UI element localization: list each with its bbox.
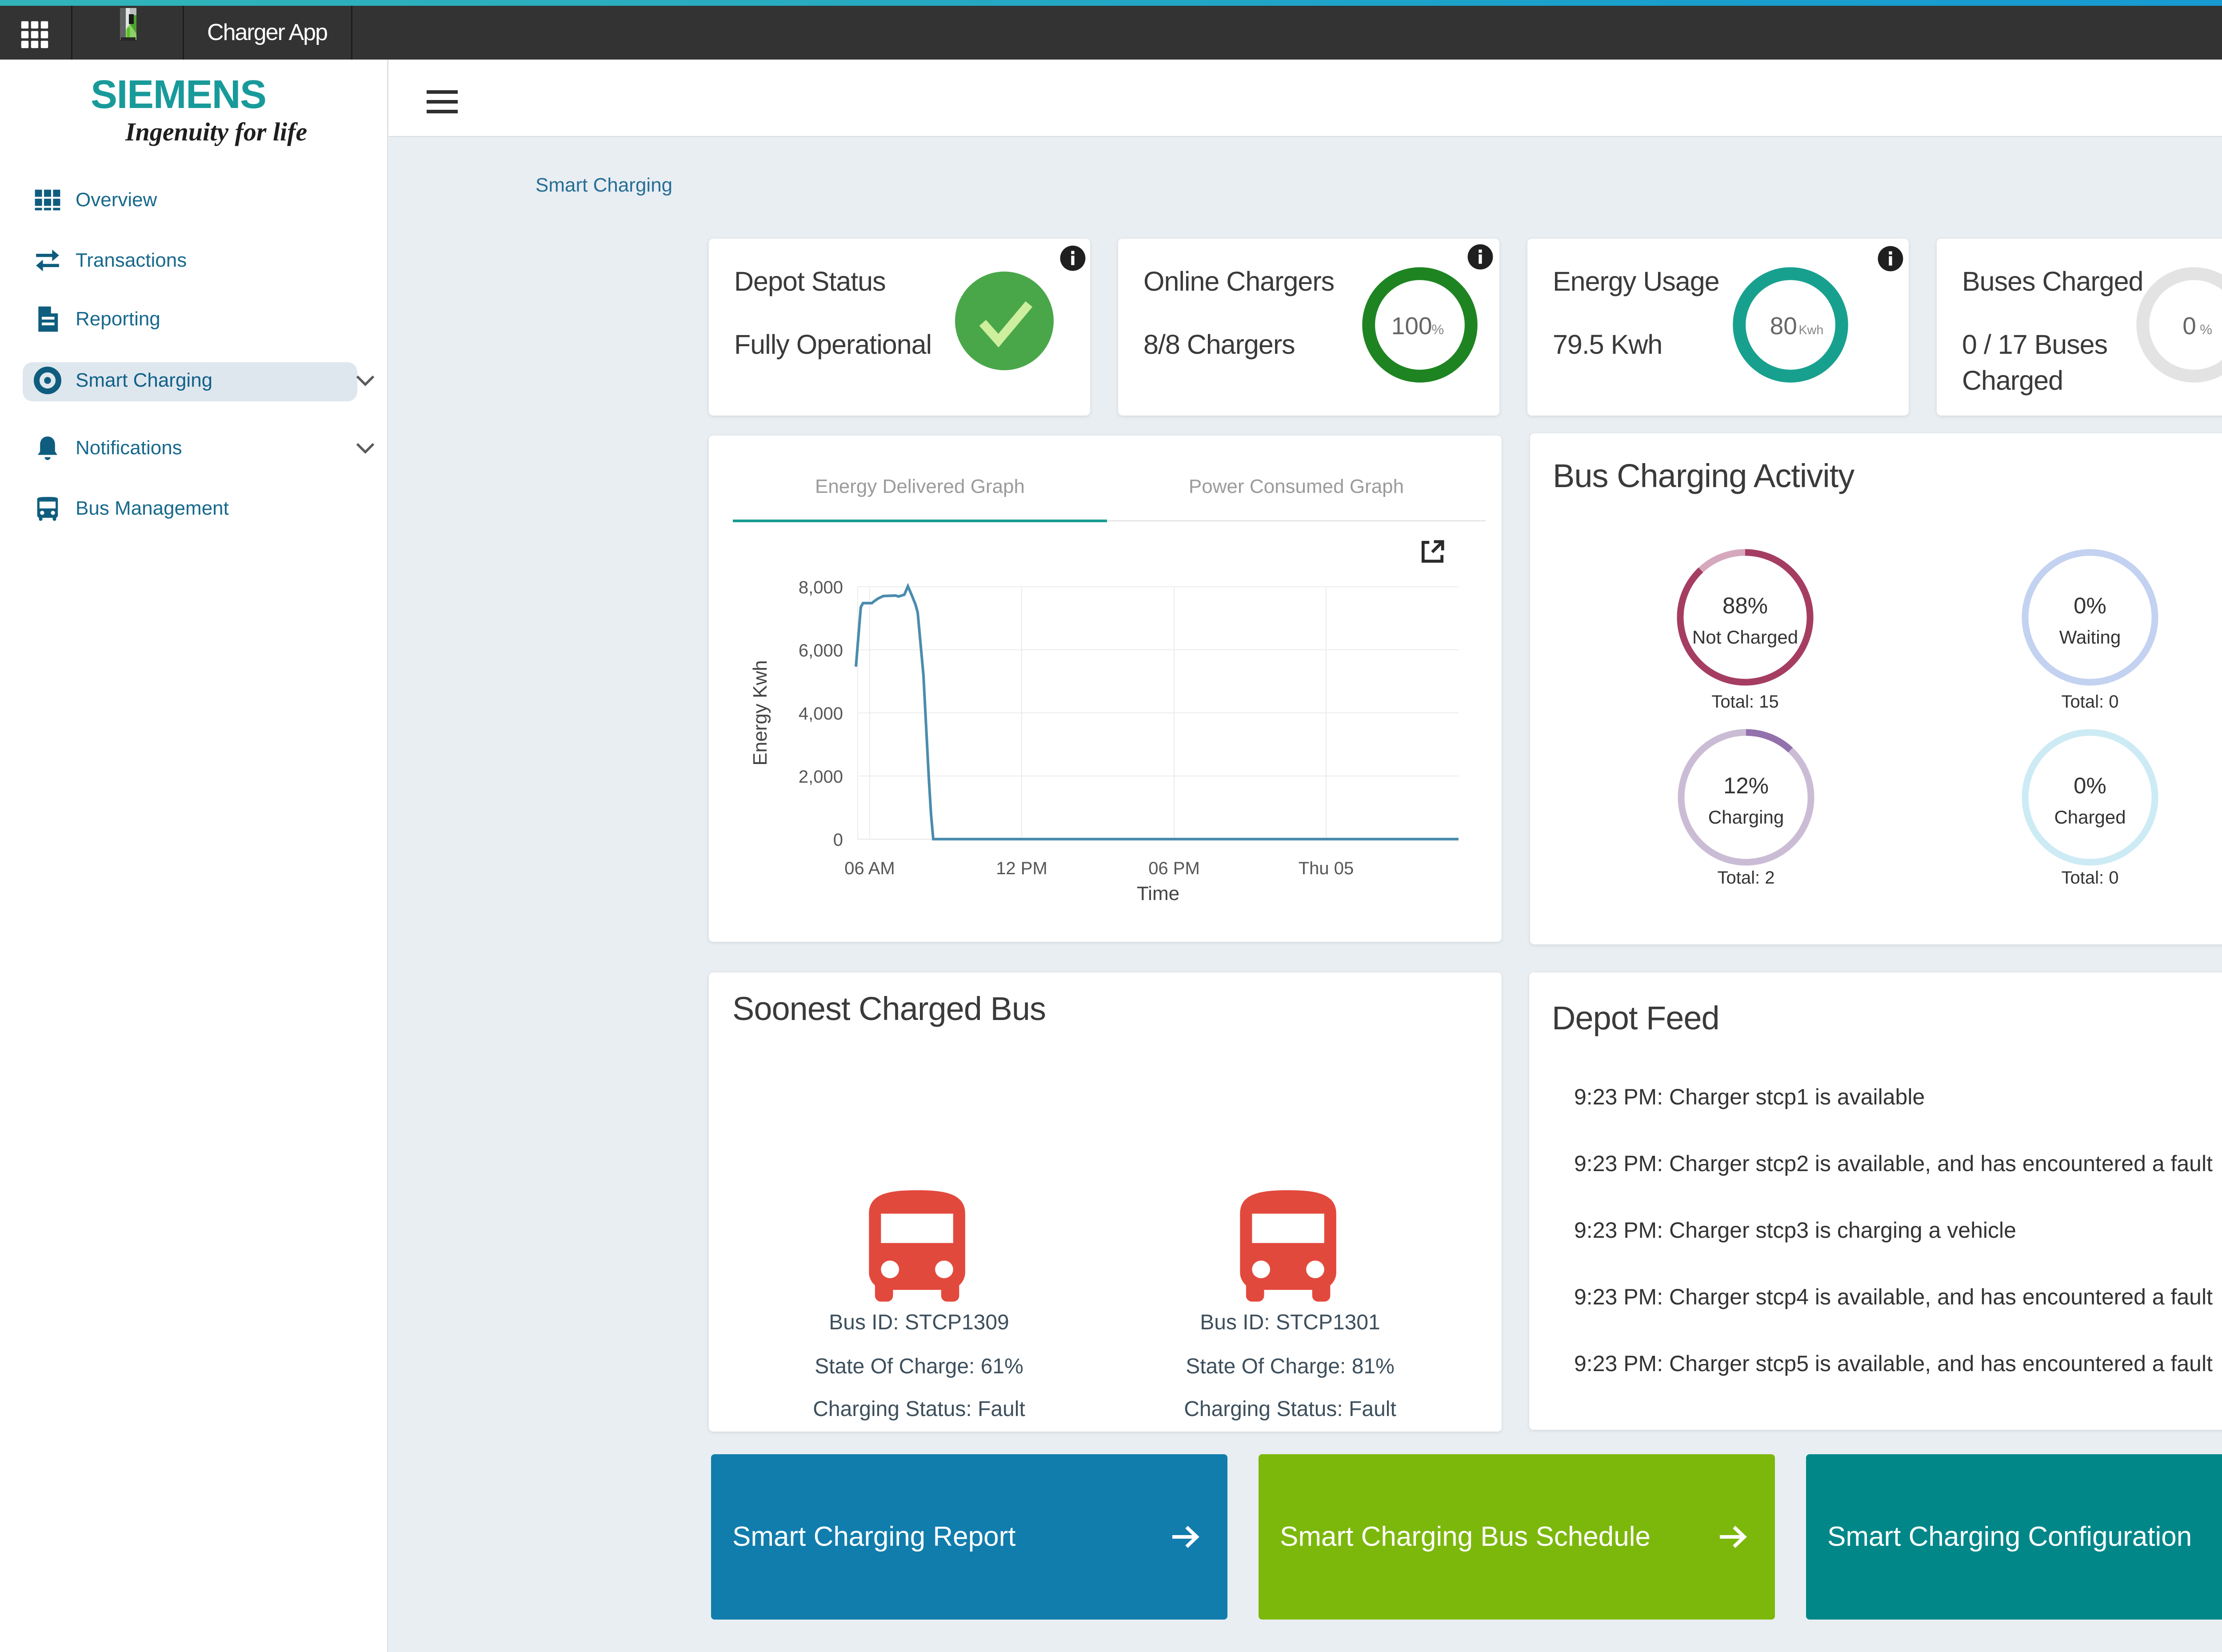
svg-text:100: 100 <box>1391 312 1432 340</box>
svg-text:%: % <box>1431 322 1444 337</box>
svg-text:12%: 12% <box>1723 773 1769 798</box>
svg-text:Time: Time <box>1137 883 1179 904</box>
svg-text:80: 80 <box>1770 312 1797 340</box>
svg-text:Kwh: Kwh <box>1798 323 1823 337</box>
svg-text:2,000: 2,000 <box>799 767 843 787</box>
svg-text:4,000: 4,000 <box>799 704 843 724</box>
svg-text:Waiting: Waiting <box>2059 627 2121 648</box>
svg-text:12 PM: 12 PM <box>996 859 1047 878</box>
svg-text:6,000: 6,000 <box>799 641 843 660</box>
svg-text:0%: 0% <box>2074 773 2106 798</box>
svg-text:0: 0 <box>2182 312 2196 340</box>
svg-text:06 AM: 06 AM <box>844 859 895 878</box>
svg-text:0%: 0% <box>2074 593 2106 618</box>
svg-text:Energy Kwh: Energy Kwh <box>749 660 771 765</box>
svg-text:Not Charged: Not Charged <box>1692 627 1798 648</box>
svg-text:06 PM: 06 PM <box>1148 859 1200 878</box>
svg-text:88%: 88% <box>1722 593 1768 618</box>
svg-text:%: % <box>2200 322 2212 337</box>
svg-text:0: 0 <box>833 830 843 850</box>
svg-text:Charged: Charged <box>2054 807 2126 828</box>
svg-text:8,000: 8,000 <box>799 578 843 597</box>
svg-text:Charging: Charging <box>1708 807 1784 828</box>
svg-text:Thu 05: Thu 05 <box>1299 859 1354 878</box>
